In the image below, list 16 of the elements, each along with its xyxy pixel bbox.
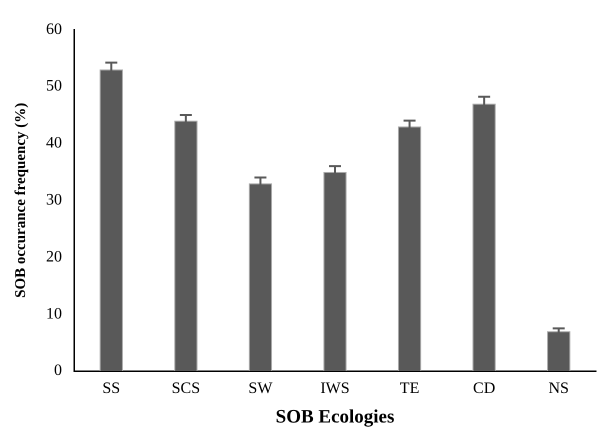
y-tick-label: 0: [54, 362, 62, 380]
x-tick-label: CD: [473, 380, 496, 397]
y-tick-label: 60: [46, 20, 62, 38]
y-axis-title: SOB occurance frequency (%): [12, 102, 29, 298]
y-tick-label: 30: [46, 192, 62, 209]
x-tick-label: NS: [548, 380, 569, 397]
y-tick-label: 40: [46, 134, 62, 152]
x-tick-label: IWS: [320, 380, 350, 397]
y-tick-label: 10: [46, 305, 62, 322]
x-tick-label: TE: [400, 380, 420, 397]
x-tick-label: SS: [102, 380, 120, 397]
x-tick-label: SW: [248, 380, 274, 397]
y-tick-label: 50: [46, 78, 62, 95]
y-tick-label: 20: [46, 248, 62, 266]
x-axis-title: SOB Ecologies: [276, 406, 394, 428]
x-tick-label: SCS: [172, 380, 200, 397]
